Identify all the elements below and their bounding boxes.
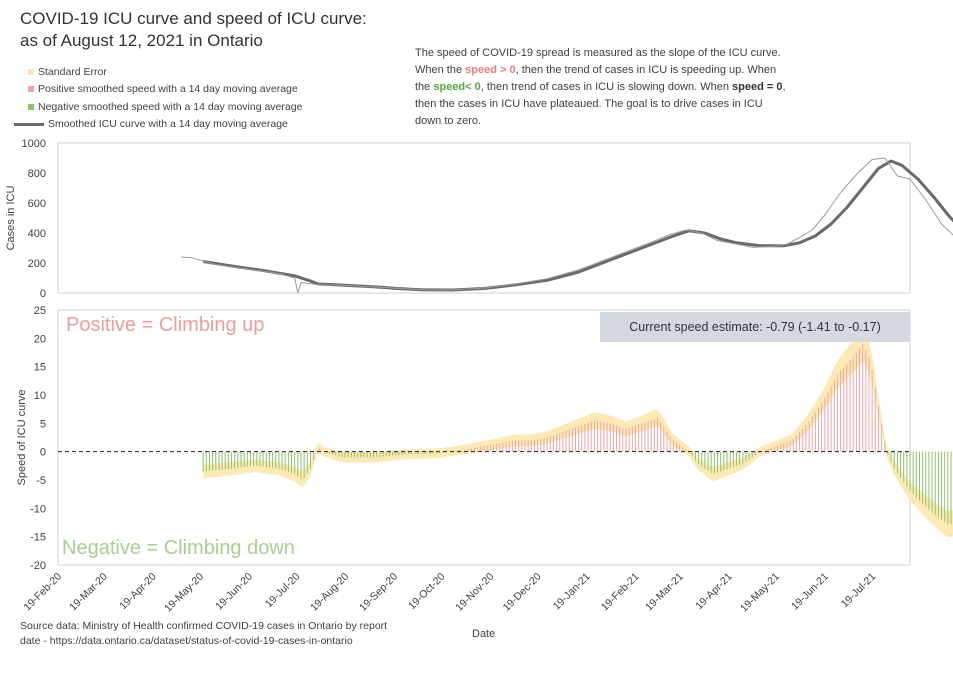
smoothed-icu-line xyxy=(202,159,953,292)
speed-plot: -20 -15 -10 -5 0 5 10 15 20 25 Speed of ICU curve 1… xyxy=(16,305,953,615)
speed-y-tick: -10 xyxy=(30,503,46,515)
note-line-3: the speed< 0, then trend of cases in ICU… xyxy=(415,79,815,96)
x-tick-label: 19-May-21 xyxy=(738,571,782,615)
speed-y-tick: -5 xyxy=(36,475,46,487)
legend: Standard Error Positive smoothed speed w… xyxy=(14,63,302,134)
source-line-2: date - https://data.ontario.ca/dataset/s… xyxy=(20,635,353,647)
icu-y-tick: 400 xyxy=(28,228,46,240)
note-text: the xyxy=(415,81,434,93)
icu-y-axis-label: Cases in ICU xyxy=(5,186,17,251)
icu-curve-plot: 0 200 400 600 800 1000 Cases in ICU xyxy=(5,138,953,300)
current-speed-box: Current speed estimate: -0.79 (-1.41 to … xyxy=(600,312,910,342)
daily-icu-line xyxy=(181,157,953,294)
speed-y-tick: 0 xyxy=(40,447,46,459)
speed-y-axis-label: Speed of ICU curve xyxy=(16,390,28,486)
x-tick-label: 19-Dec-20 xyxy=(501,571,544,614)
x-tick-label: 19-Mar-20 xyxy=(67,571,110,614)
legend-swatch-icu-curve xyxy=(14,122,44,126)
legend-item-positive: Positive smoothed speed with a 14 day mo… xyxy=(28,81,302,99)
note-speed-zero: speed = 0 xyxy=(732,81,783,93)
chart-title: COVID-19 ICU curve and speed of ICU curv… xyxy=(20,8,367,52)
legend-label: Smoothed ICU curve with a 14 day moving … xyxy=(48,118,288,131)
x-tick-label: 19-Feb-20 xyxy=(21,571,64,614)
icu-y-tick: 1000 xyxy=(22,138,46,150)
positive-annotation: Positive = Climbing up xyxy=(66,314,265,336)
legend-swatch-negative xyxy=(28,103,34,110)
x-tick-label: 19-May-20 xyxy=(162,571,206,615)
icu-y-tick: 0 xyxy=(40,288,46,300)
speed-y-tick: -20 xyxy=(30,560,46,572)
note-speed-positive: speed > 0 xyxy=(465,64,516,76)
title-line-1: COVID-19 ICU curve and speed of ICU curv… xyxy=(20,9,367,28)
x-tick-label: 19-Nov-20 xyxy=(453,571,496,614)
legend-swatch-positive xyxy=(28,86,34,93)
icu-plot-frame xyxy=(57,142,911,294)
icu-y-tick: 800 xyxy=(28,168,46,180)
note-text: , then trend of cases in ICU is slowing … xyxy=(480,81,733,93)
note-text: , xyxy=(782,81,786,93)
note-line-5: down to zero. xyxy=(415,115,482,127)
legend-label: Standard Error xyxy=(38,65,107,78)
x-tick-label: 19-Apr-20 xyxy=(117,571,159,613)
speed-y-tick: 15 xyxy=(34,362,46,374)
note-line-2: When the speed > 0, then the trend of ca… xyxy=(415,62,815,79)
note-line-4: then the cases in ICU have plateaued. Th… xyxy=(415,98,763,110)
speed-y-tick: -15 xyxy=(30,532,46,544)
x-tick-label: 19-Jun-20 xyxy=(213,571,255,613)
source-note: Source data: Ministry of Health confirme… xyxy=(20,619,387,649)
speed-y-tick: 10 xyxy=(34,390,46,402)
x-axis-label: Date xyxy=(472,628,496,640)
note-text: When the xyxy=(415,64,466,76)
legend-item-negative: Negative smoothed speed with a 14 day mo… xyxy=(28,98,302,116)
x-tick-label: 19-Jan-21 xyxy=(551,571,593,613)
source-line-1: Source data: Ministry of Health confirme… xyxy=(20,620,388,632)
speed-plot-frame xyxy=(57,309,911,566)
x-tick-label: 19-Jul-21 xyxy=(839,571,879,611)
x-tick-label: 19-Aug-20 xyxy=(308,571,351,614)
icu-y-tick: 600 xyxy=(28,198,46,210)
x-tick-label: 19-Mar-21 xyxy=(643,571,686,614)
x-tick-label: 19-Apr-21 xyxy=(693,571,735,613)
note-speed-negative: speed< 0 xyxy=(433,81,481,93)
speed-explanation: The speed of COVID-19 spread is measured… xyxy=(415,45,815,130)
legend-swatch-standard-error xyxy=(28,68,34,75)
note-text: , then the trend of cases in ICU is spee… xyxy=(515,64,777,76)
note-line-1: The speed of COVID-19 spread is measured… xyxy=(415,47,781,59)
x-tick-label: 19-Jun-21 xyxy=(789,571,831,613)
speed-y-tick: 5 xyxy=(40,418,46,430)
title-line-2: as of August 12, 2021 in Ontario xyxy=(20,31,263,50)
legend-item-standard-error: Standard Error xyxy=(28,63,302,81)
legend-label: Negative smoothed speed with a 14 day mo… xyxy=(38,100,303,113)
x-tick-label: 19-Jul-20 xyxy=(263,571,303,611)
negative-annotation: Negative = Climbing down xyxy=(62,537,295,559)
speed-y-tick: 20 xyxy=(34,333,46,345)
icu-y-tick: 200 xyxy=(28,258,46,270)
legend-item-icu-curve: Smoothed ICU curve with a 14 day moving … xyxy=(14,116,302,134)
legend-label: Positive smoothed speed with a 14 day mo… xyxy=(38,83,298,96)
speed-y-tick: 25 xyxy=(34,305,46,317)
x-tick-label: 19-Oct-20 xyxy=(406,571,448,613)
x-tick-label: 19-Sep-20 xyxy=(357,571,400,614)
standard-error-band xyxy=(203,326,953,538)
x-tick-label: 19-Feb-21 xyxy=(599,571,642,614)
